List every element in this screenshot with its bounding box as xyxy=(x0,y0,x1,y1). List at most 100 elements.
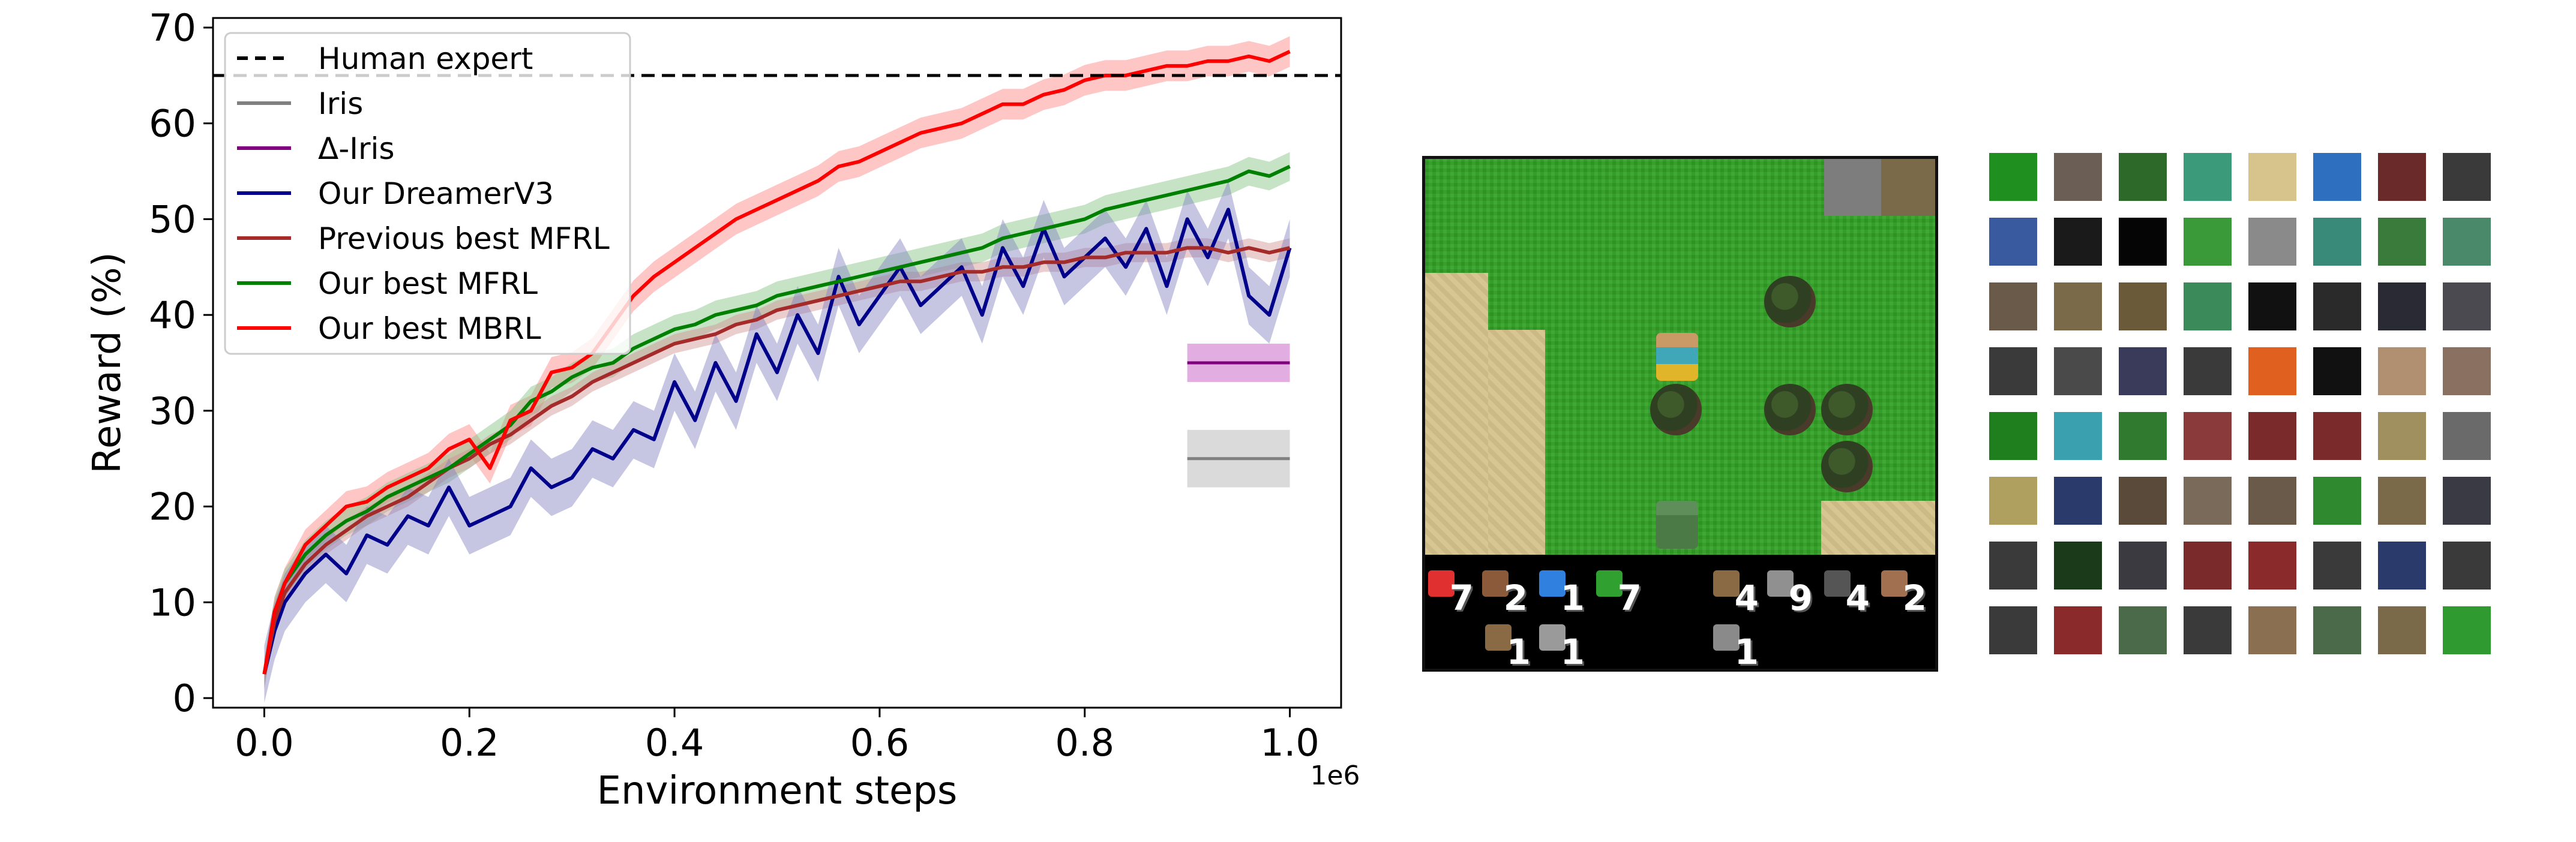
inventory-slot: 4 xyxy=(1824,567,1872,618)
y-tick-label: 40 xyxy=(149,293,196,337)
heart-icon xyxy=(1428,570,1455,597)
plot-frame xyxy=(212,17,1342,709)
tile-image xyxy=(2184,347,2232,395)
tile-image xyxy=(2184,412,2232,460)
stone-icon xyxy=(1767,570,1794,597)
tree xyxy=(1764,384,1816,435)
tile-image xyxy=(2313,218,2361,266)
legend-label: Iris xyxy=(318,86,363,121)
tile-image xyxy=(2313,542,2361,590)
tile-image xyxy=(2184,218,2232,266)
food-icon xyxy=(1482,570,1509,597)
tile-image xyxy=(2378,282,2426,330)
tile-image xyxy=(2248,282,2296,330)
tile-image xyxy=(2443,542,2491,590)
inventory-count: 4 xyxy=(1734,578,1759,618)
tile-image xyxy=(2054,606,2102,654)
tile-image xyxy=(2443,347,2491,395)
tile-image xyxy=(2054,412,2102,460)
coal-icon xyxy=(1824,570,1851,597)
legend-label: Our best MFRL xyxy=(318,266,538,301)
y-tick-label: 70 xyxy=(149,6,196,50)
tile-image xyxy=(2313,347,2361,395)
series-line-our-best-mfrl xyxy=(262,164,1291,675)
tile-image xyxy=(2313,606,2361,654)
legend-label: Human expert xyxy=(318,41,533,76)
tile-image xyxy=(2378,347,2426,395)
legend-label: Δ-Iris xyxy=(318,131,395,166)
legend-label: Our best MBRL xyxy=(318,311,541,346)
tile-image xyxy=(2313,477,2361,525)
tile-image xyxy=(2119,153,2167,201)
series-line-our-dreamerv3 xyxy=(262,208,1292,675)
inventory-slot: 7 xyxy=(1428,567,1476,618)
tile-image xyxy=(2054,282,2102,330)
tree xyxy=(1650,384,1702,435)
series-line-previous-best-mfrl xyxy=(262,246,1291,675)
tile-image xyxy=(2378,606,2426,654)
inventory-count: 1 xyxy=(1560,578,1585,618)
y-axis-label: Reward (%) xyxy=(85,252,130,473)
tile-image xyxy=(2054,153,2102,201)
y-tick-label: 30 xyxy=(149,389,196,433)
tile-image xyxy=(2378,477,2426,525)
tree xyxy=(1821,384,1873,435)
inventory-count: 7 xyxy=(1617,578,1642,618)
tile-image xyxy=(2248,606,2296,654)
legend-label: Our DreamerV3 xyxy=(318,176,554,211)
tile-image xyxy=(2378,412,2426,460)
inventory-count: 2 xyxy=(1902,578,1927,618)
tile-image xyxy=(2378,542,2426,590)
tile-image xyxy=(1989,153,2037,201)
tile-image xyxy=(2119,218,2167,266)
tile-image xyxy=(2443,218,2491,266)
inventory-count: 7 xyxy=(1449,578,1474,618)
tile-image xyxy=(2184,282,2232,330)
zombie-sprite xyxy=(1656,501,1698,549)
x-tick-label: 0.4 xyxy=(645,721,704,765)
tile-image xyxy=(1989,282,2037,330)
x-tick-label: 1.0 xyxy=(1260,721,1320,765)
y-tick-label: 50 xyxy=(149,197,196,241)
series-band-our-dreamerv3 xyxy=(264,181,1290,703)
legend-label: Previous best MFRL xyxy=(318,221,610,256)
tile-image xyxy=(2313,282,2361,330)
tile-image xyxy=(2248,347,2296,395)
tile-image xyxy=(2054,542,2102,590)
energy-icon xyxy=(1596,570,1623,597)
x-tick-label: 0.0 xyxy=(235,721,294,765)
tile-image xyxy=(1989,606,2037,654)
tile-image xyxy=(1989,477,2037,525)
inventory-slot: 1 xyxy=(1713,621,1761,669)
iron-icon xyxy=(1881,570,1908,597)
tile-image xyxy=(2054,347,2102,395)
tile-image xyxy=(2119,542,2167,590)
inventory-slot: 1 xyxy=(1539,621,1587,669)
tile-image xyxy=(2378,153,2426,201)
reward-chart: 0.0 0.2 0.4 0.6 0.8 1.0 0 10 20 30 40 50 60 70 Environ… xyxy=(85,6,1360,813)
tile-image xyxy=(2119,282,2167,330)
player-sprite xyxy=(1656,333,1698,381)
sand-patch xyxy=(1425,273,1488,561)
inventory-count: 1 xyxy=(1734,632,1759,672)
x-tick-label: 0.8 xyxy=(1055,721,1114,765)
wood-sword-icon xyxy=(1713,624,1740,651)
x-tick-label: 0.6 xyxy=(850,721,910,765)
tile-image xyxy=(2443,153,2491,201)
inventory-count: 1 xyxy=(1506,632,1531,672)
tile-image xyxy=(2119,347,2167,395)
y-tick-label: 20 xyxy=(149,485,196,529)
tile-image xyxy=(2119,606,2167,654)
tile-image xyxy=(1989,218,2037,266)
tile-image xyxy=(1989,347,2037,395)
sand-patch xyxy=(1488,330,1545,561)
x-tick-label: 0.2 xyxy=(440,721,499,765)
tile-image xyxy=(2184,477,2232,525)
tile-image xyxy=(2119,477,2167,525)
tree xyxy=(1821,441,1873,492)
tile-image xyxy=(2184,542,2232,590)
tile-image xyxy=(2378,218,2426,266)
y-tick-label: 0 xyxy=(173,676,196,720)
